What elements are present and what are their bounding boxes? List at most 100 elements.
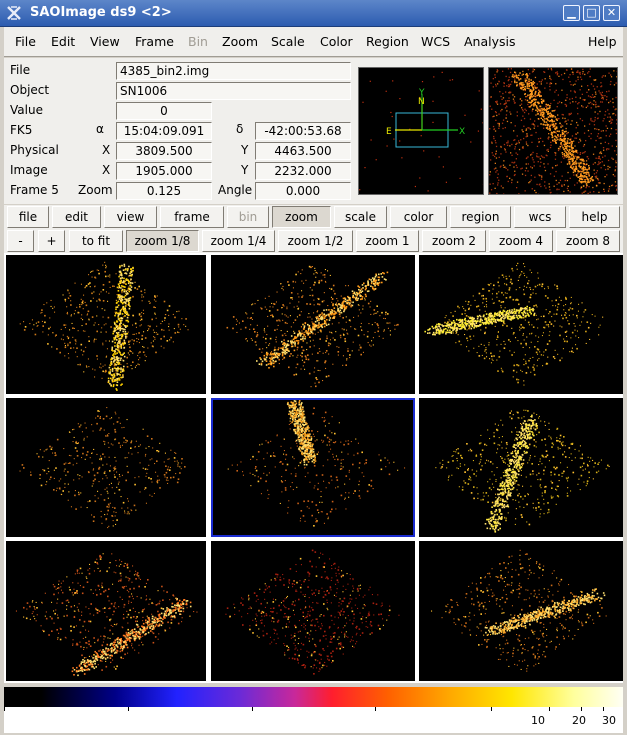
alpha-field: 15:04:09.091 bbox=[116, 122, 212, 140]
colorbar-tick bbox=[4, 707, 5, 711]
frame-7-image bbox=[15, 553, 198, 677]
colorbar-label-30: 30 bbox=[602, 714, 616, 727]
btn-frame[interactable]: frame bbox=[160, 206, 224, 228]
zoom-field: 0.125 bbox=[116, 182, 212, 200]
frame-4-image bbox=[19, 407, 186, 529]
zoom-2-button[interactable]: zoom 2 bbox=[422, 230, 486, 252]
close-icon: ✕ bbox=[606, 6, 617, 19]
frame-8[interactable] bbox=[211, 541, 415, 681]
btn-wcs[interactable]: wcs bbox=[514, 206, 566, 228]
file-field: 4385_bin2.img bbox=[116, 62, 351, 80]
btn-bin[interactable]: bin bbox=[227, 206, 269, 228]
menu-wcs[interactable]: WCS bbox=[421, 34, 451, 49]
image-x-field: 1905.000 bbox=[116, 162, 212, 180]
angle-field: 0.000 bbox=[255, 182, 351, 200]
frames-area[interactable] bbox=[4, 253, 623, 683]
menu-file[interactable]: File bbox=[15, 34, 36, 49]
maximize-icon: □ bbox=[586, 6, 597, 19]
alpha-symbol: α bbox=[96, 122, 104, 136]
btn-edit[interactable]: edit bbox=[52, 206, 101, 228]
maximize-button[interactable]: □ bbox=[583, 5, 600, 21]
zoom-1-2-button[interactable]: zoom 1/2 bbox=[278, 230, 353, 252]
panner-view bbox=[489, 68, 619, 196]
zoom-1-button[interactable]: zoom 1 bbox=[356, 230, 419, 252]
image-y-field: 2232.000 bbox=[255, 162, 351, 180]
menu-help[interactable]: Help bbox=[588, 34, 617, 49]
colorbar[interactable] bbox=[4, 687, 623, 707]
zoom-to-fit-button[interactable]: to fit bbox=[69, 230, 123, 252]
frame-9[interactable] bbox=[419, 541, 623, 681]
window-title: SAOImage ds9 <2> bbox=[30, 5, 172, 20]
zoom-out-button[interactable]: - bbox=[7, 230, 34, 252]
image-label: Image bbox=[10, 163, 48, 177]
value-field: 0 bbox=[116, 102, 212, 120]
panner-panel[interactable] bbox=[488, 67, 619, 196]
btn-region[interactable]: region bbox=[450, 206, 511, 228]
close-button[interactable]: ✕ bbox=[603, 5, 620, 21]
compass-n-label: N bbox=[418, 97, 425, 107]
colorbar-tick bbox=[375, 707, 376, 711]
colorbar-scale: 10 20 30 bbox=[4, 707, 623, 733]
btn-help[interactable]: help bbox=[569, 206, 620, 228]
menu-color[interactable]: Color bbox=[320, 34, 353, 49]
frame-1[interactable] bbox=[6, 255, 206, 394]
menu-analysis[interactable]: Analysis bbox=[464, 34, 516, 49]
colorbar-tick bbox=[491, 707, 492, 711]
frame-3[interactable] bbox=[419, 255, 623, 394]
menu-region[interactable]: Region bbox=[366, 34, 409, 49]
frame-4[interactable] bbox=[6, 398, 206, 537]
compass-e-label: E bbox=[386, 127, 392, 137]
info-panel: File 4385_bin2.img Object SN1006 Value 0… bbox=[4, 58, 623, 204]
menu-bar: File Edit View Frame Bin Zoom Scale Colo… bbox=[4, 27, 623, 57]
zoom-label: Zoom bbox=[78, 183, 113, 197]
object-field: SN1006 bbox=[116, 82, 351, 100]
colorbar-tick bbox=[252, 707, 253, 711]
menu-view[interactable]: View bbox=[90, 34, 120, 49]
zoom-1-4-button[interactable]: zoom 1/4 bbox=[202, 230, 275, 252]
magnifier-view: N E X Y bbox=[359, 71, 485, 192]
fk5-label: FK5 bbox=[10, 123, 33, 137]
zoom-4-button[interactable]: zoom 4 bbox=[489, 230, 553, 252]
btn-view[interactable]: view bbox=[104, 206, 157, 228]
button-bar: file edit view frame bin zoom scale colo… bbox=[4, 205, 623, 230]
physical-y-label: Y bbox=[241, 143, 249, 157]
colorbar-tick bbox=[581, 707, 582, 711]
menu-edit[interactable]: Edit bbox=[51, 34, 76, 49]
physical-x-label: X bbox=[102, 143, 111, 157]
frame-label: Frame 5 bbox=[10, 183, 59, 197]
angle-label: Angle bbox=[218, 183, 253, 197]
image-y-label: Y bbox=[241, 163, 249, 177]
frame-9-image bbox=[431, 549, 607, 672]
menu-zoom[interactable]: Zoom bbox=[222, 34, 259, 49]
colorbar-label-20: 20 bbox=[572, 714, 586, 727]
btn-file[interactable]: file bbox=[7, 206, 49, 228]
frame-6-image bbox=[435, 409, 610, 533]
axis-y-label: Y bbox=[418, 88, 425, 98]
colorbar-tick bbox=[603, 707, 604, 711]
magnifier-panel: N E X Y bbox=[358, 67, 485, 195]
physical-x-field: 3809.500 bbox=[116, 142, 212, 160]
menu-scale[interactable]: Scale bbox=[271, 34, 305, 49]
btn-color[interactable]: color bbox=[390, 206, 447, 228]
value-label: Value bbox=[10, 103, 43, 117]
frame-2[interactable] bbox=[211, 255, 415, 394]
frame-7[interactable] bbox=[6, 541, 206, 681]
zoom-1-8-button[interactable]: zoom 1/8 bbox=[126, 230, 199, 252]
delta-symbol: δ bbox=[236, 122, 244, 136]
delta-field: -42:00:53.68 bbox=[255, 122, 351, 140]
zoom-in-button[interactable]: + bbox=[38, 230, 65, 252]
title-bar: SAOImage ds9 <2> ▁ □ ✕ bbox=[0, 0, 627, 27]
physical-y-field: 4463.500 bbox=[255, 142, 351, 160]
frame-5-current[interactable] bbox=[211, 398, 415, 537]
frame-1-image bbox=[19, 261, 189, 391]
ds9-app-icon[interactable] bbox=[6, 5, 22, 21]
menu-bin[interactable]: Bin bbox=[188, 34, 208, 49]
menu-frame[interactable]: Frame bbox=[135, 34, 174, 49]
btn-zoom[interactable]: zoom bbox=[272, 206, 331, 228]
frame-5-image bbox=[227, 400, 406, 527]
minimize-button[interactable]: ▁ bbox=[563, 5, 580, 21]
frame-6[interactable] bbox=[419, 398, 623, 537]
zoom-8-button[interactable]: zoom 8 bbox=[556, 230, 620, 252]
colorbar-tick bbox=[128, 707, 129, 711]
btn-scale[interactable]: scale bbox=[334, 206, 387, 228]
